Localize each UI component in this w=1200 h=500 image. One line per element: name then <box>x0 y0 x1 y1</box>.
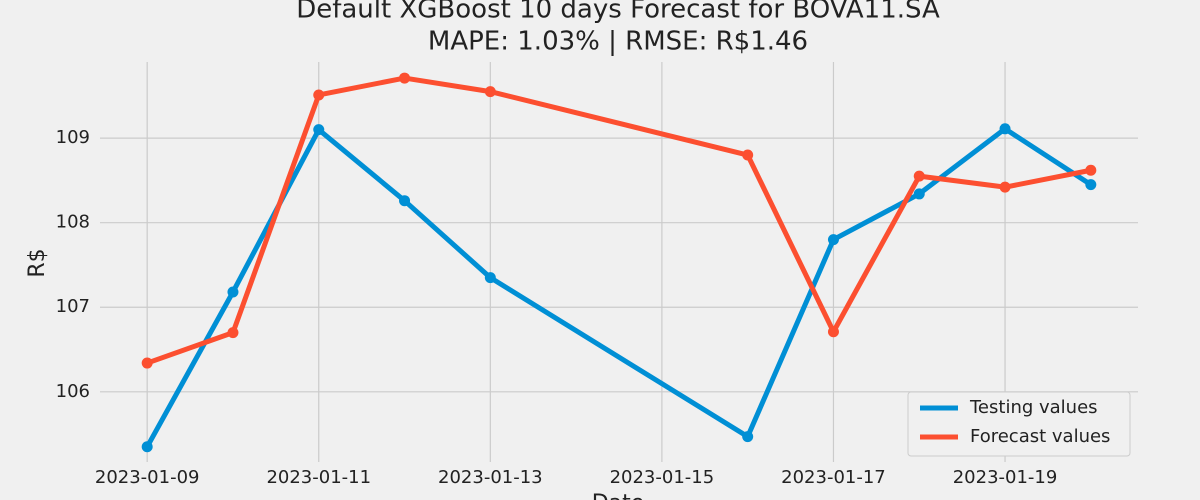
x-tick-label: 2023-01-19 <box>953 467 1058 488</box>
point <box>399 72 411 84</box>
x-tick-label: 2023-01-17 <box>781 467 886 488</box>
y-tick-label: 109 <box>56 127 90 148</box>
point <box>1085 179 1097 191</box>
point <box>141 357 153 369</box>
point <box>742 431 754 443</box>
chart-subtitle: MAPE: 1.03% | RMSE: R$1.46 <box>428 27 808 57</box>
point <box>484 272 496 284</box>
legend-label: Testing values <box>969 397 1098 418</box>
point <box>227 327 239 339</box>
point <box>913 170 925 182</box>
point <box>484 86 496 98</box>
point <box>313 89 325 101</box>
x-axis-label: Date <box>592 491 645 500</box>
point <box>999 123 1011 135</box>
point <box>827 234 839 246</box>
x-tick-label: 2023-01-15 <box>610 467 715 488</box>
y-tick-label: 106 <box>56 381 90 402</box>
x-tick-label: 2023-01-13 <box>438 467 543 488</box>
point <box>227 286 239 298</box>
point <box>913 188 925 200</box>
point <box>1085 164 1097 176</box>
legend-label: Forecast values <box>970 426 1110 447</box>
y-tick-label: 107 <box>56 296 90 317</box>
point <box>827 326 839 338</box>
point <box>999 181 1011 193</box>
point <box>313 124 325 136</box>
x-tick-label: 2023-01-11 <box>266 467 371 488</box>
y-axis-label: R$ <box>25 248 50 277</box>
chart-title: Default XGBoost 10 days Forecast for BOV… <box>296 0 940 25</box>
point <box>141 441 153 453</box>
point <box>742 149 754 161</box>
legend-box <box>907 391 1131 457</box>
point <box>399 195 411 207</box>
series-line <box>146 75 1092 366</box>
x-tick-label: 2023-01-09 <box>95 467 200 488</box>
y-tick-label: 108 <box>56 212 90 233</box>
